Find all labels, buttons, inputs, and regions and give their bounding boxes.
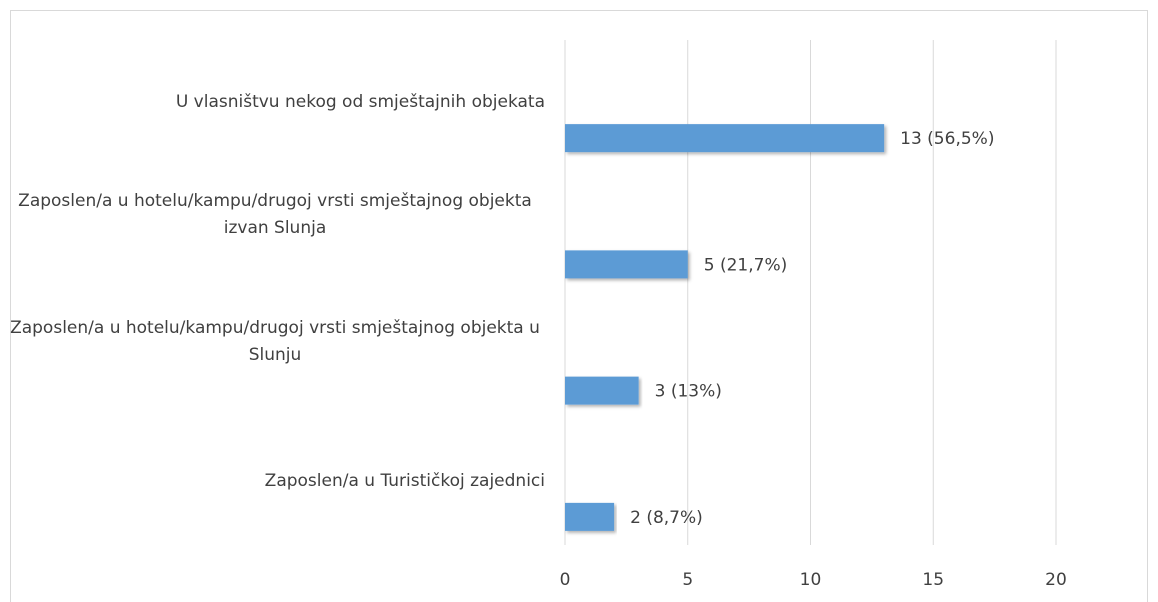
- bar: [565, 250, 688, 279]
- x-tick-label: 5: [682, 570, 693, 590]
- data-label: 2 (8,7%): [630, 508, 703, 528]
- data-label: 13 (56,5%): [900, 129, 994, 149]
- x-tick-label: 0: [560, 570, 571, 590]
- category-label: U vlasništvu nekog od smještajnih objeka…: [175, 92, 545, 113]
- category-label: Zaposlen/a u hotelu/kampu/drugoj vrsti s…: [10, 317, 540, 365]
- category-label-box: Zaposlen/a u Turističkoj zajednici: [5, 468, 545, 495]
- data-label: 5 (21,7%): [704, 255, 788, 275]
- bar: [565, 502, 615, 531]
- category-label: Zaposlen/a u hotelu/kampu/drugoj vrsti s…: [18, 191, 532, 239]
- category-label: Zaposlen/a u Turističkoj zajednici: [264, 470, 545, 491]
- chart-border: [10, 10, 1148, 602]
- category-label-box: Zaposlen/a u hotelu/kampu/drugoj vrsti s…: [5, 315, 545, 369]
- category-label-box: Zaposlen/a u hotelu/kampu/drugoj vrsti s…: [5, 188, 545, 242]
- category-label-box: U vlasništvu nekog od smještajnih objeka…: [5, 89, 545, 116]
- bar: [565, 124, 885, 153]
- data-label: 3 (13%): [655, 382, 722, 402]
- x-tick-label: 15: [922, 570, 944, 590]
- bar: [565, 376, 639, 405]
- x-tick-label: 20: [1045, 570, 1067, 590]
- x-tick-label: 10: [800, 570, 822, 590]
